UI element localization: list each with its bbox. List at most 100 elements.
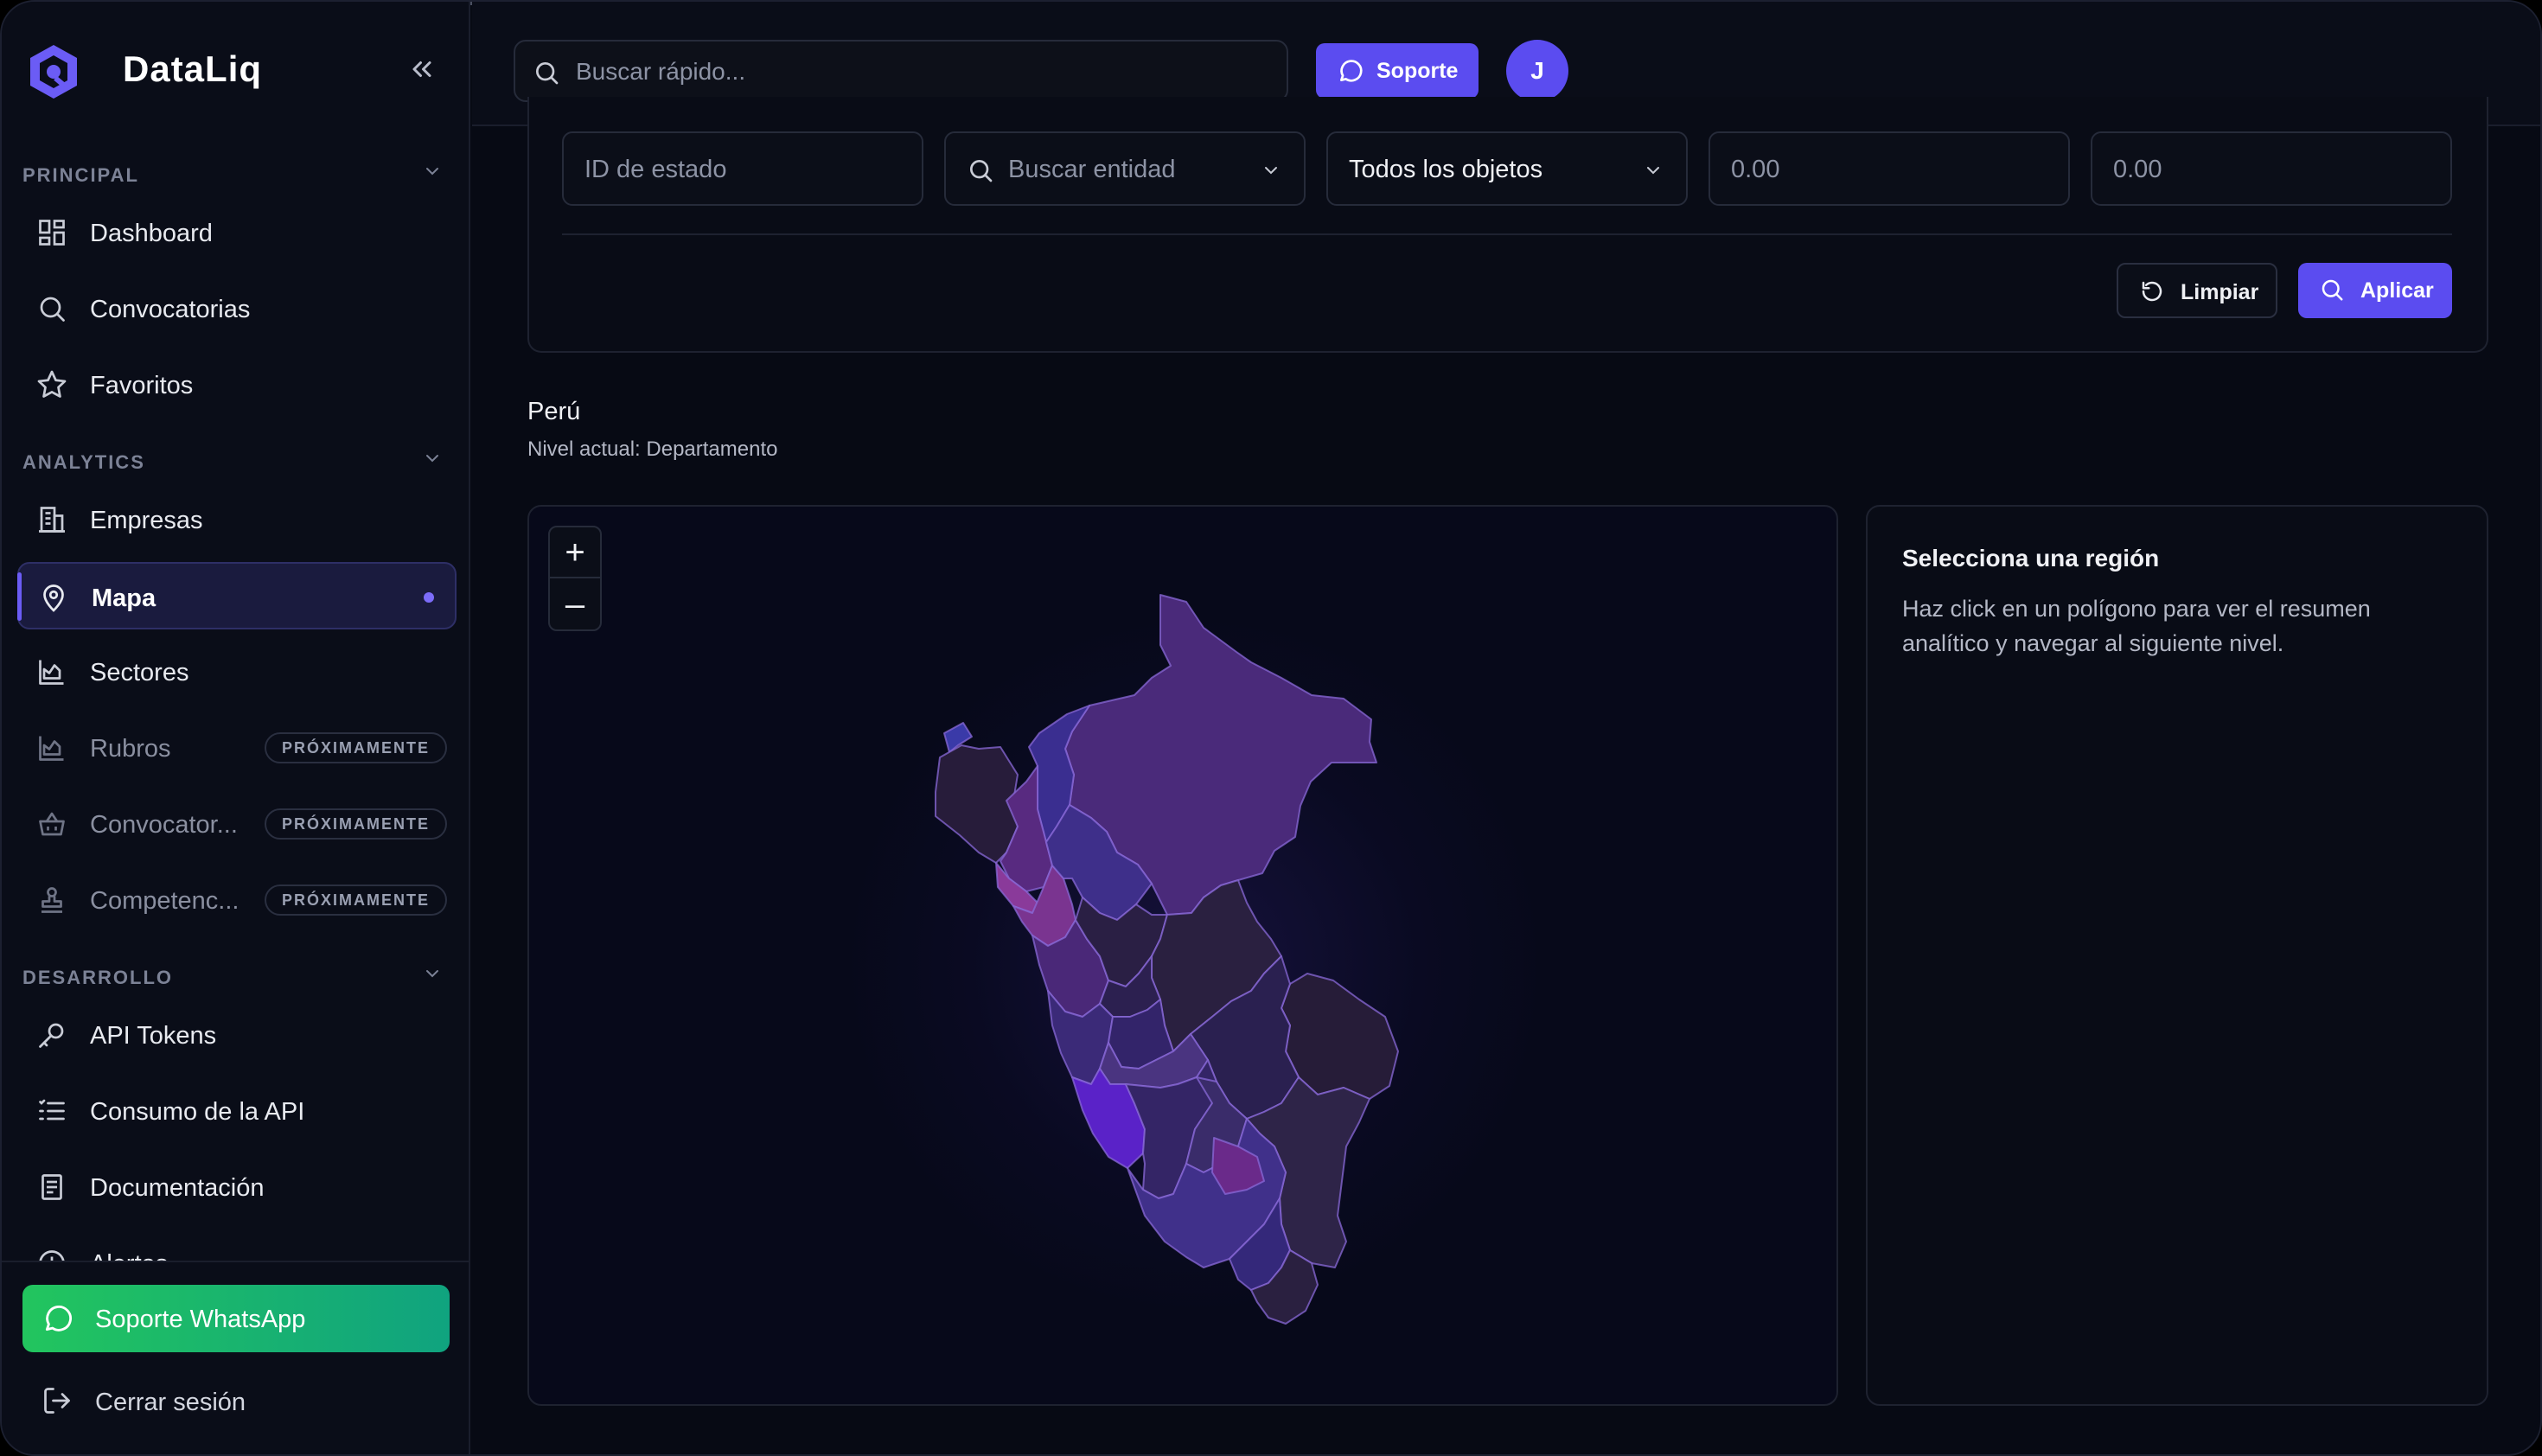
zoom-out-button[interactable]: – (565, 585, 585, 623)
state-id-field[interactable]: ID de estado (562, 131, 923, 206)
search-icon (40, 297, 65, 322)
sidebar-item-consumo-api[interactable]: Consumo de la API (17, 1077, 457, 1145)
sidebar-item-empresas[interactable]: Empresas (17, 486, 457, 553)
whatsapp-support-button[interactable]: Soporte WhatsApp (22, 1285, 450, 1352)
entity-search-select[interactable]: Buscar entidad (944, 131, 1306, 206)
coming-soon-badge: PRÓXIMAMENTE (265, 732, 448, 763)
basket-icon (39, 812, 65, 836)
sidebar-item-convocatorias[interactable]: Convocatorias (17, 275, 457, 342)
section-label: DESARROLLO (22, 967, 173, 988)
search-icon (536, 62, 559, 85)
sidebar-item-label: Competenc... (90, 887, 240, 915)
sidebar-item-documentacion[interactable]: Documentación (17, 1153, 457, 1221)
chat-bubble-icon (1340, 60, 1363, 82)
chevron-down-icon (1647, 167, 1659, 175)
region-info-title: Selecciona una región (1902, 545, 2160, 572)
sidebar-item-label: Consumo de la API (90, 1098, 305, 1126)
sidebar-item-rubros[interactable]: Rubros PRÓXIMAMENTE (17, 714, 457, 782)
sidebar-item-sectores[interactable]: Sectores (17, 638, 457, 706)
active-indicator-dot (424, 592, 434, 603)
brand[interactable]: DataLiq (28, 42, 261, 102)
sidebar-item-label: Documentación (90, 1174, 265, 1202)
list-icon (39, 1099, 65, 1121)
support-button-label: Soporte (1376, 59, 1459, 83)
chart-icon (39, 736, 64, 761)
objects-select-value: Todos los objetos (1349, 156, 1543, 183)
map-title: Perú (527, 398, 581, 425)
region-info-panel: Selecciona una región Haz click en un po… (1866, 505, 2488, 1406)
sidebar-item-convocatorias-analytics[interactable]: Convocator... PRÓXIMAMENTE (17, 790, 457, 858)
document-icon (42, 1174, 62, 1200)
sidebar-item-label: Empresas (90, 507, 203, 534)
user-avatar[interactable]: J (1506, 40, 1568, 102)
chevron-down-icon (426, 455, 438, 463)
building-icon (39, 507, 65, 533)
logout-label: Cerrar sesión (95, 1389, 246, 1416)
apply-filters-label: Aplicar (2360, 278, 2434, 303)
sidebar-item-label: Rubros (90, 735, 171, 763)
collapse-sidebar-button[interactable] (406, 54, 438, 85)
section-label: PRINCIPAL (22, 164, 139, 186)
logo-icon (30, 45, 77, 99)
zoom-in-button[interactable]: + (550, 527, 600, 578)
region-tumbes[interactable] (943, 722, 973, 753)
sidebar-item-label: API Tokens (90, 1022, 217, 1050)
region-san-martin[interactable] (1045, 804, 1153, 921)
clear-filters-label: Limpiar (2181, 280, 2259, 304)
region-tacna[interactable] (1250, 1249, 1319, 1325)
sidebar-scroll-clip: Alertas (2, 1223, 469, 1261)
sidebar-item-competencia[interactable]: Competenc... PRÓXIMAMENTE (17, 866, 457, 934)
sidebar-item-label: Sectores (90, 659, 189, 686)
chevron-down-icon (426, 168, 438, 176)
sidebar-divider (2, 1261, 469, 1262)
min-amount-field[interactable]: 0.00 (1709, 131, 2070, 206)
quick-search[interactable] (514, 40, 1288, 102)
star-icon (37, 370, 67, 398)
region-piura[interactable] (935, 744, 1019, 864)
max-amount-field[interactable]: 0.00 (2091, 131, 2452, 206)
chevron-down-icon (1265, 167, 1277, 175)
sidebar-item-api-tokens[interactable]: API Tokens (17, 1001, 457, 1069)
chevrons-left-icon (412, 61, 431, 77)
section-desarrollo[interactable]: DESARROLLO (22, 960, 450, 994)
section-analytics[interactable]: ANALYTICS (22, 444, 450, 479)
max-amount-placeholder: 0.00 (2113, 156, 2162, 183)
sidebar-item-label: Alertas (90, 1250, 168, 1261)
logout-icon (44, 1388, 70, 1414)
reset-icon (2142, 281, 2162, 302)
sidebar-item-alertas[interactable]: Alertas (17, 1229, 457, 1261)
quick-search-input[interactable] (576, 52, 1268, 92)
min-amount-placeholder: 0.00 (1731, 156, 1780, 183)
region-la-libertad[interactable] (1012, 865, 1076, 947)
whatsapp-icon (45, 1306, 72, 1331)
clear-filters-button[interactable]: Limpiar (2117, 263, 2277, 318)
whatsapp-support-label: Soporte WhatsApp (95, 1306, 306, 1333)
state-id-placeholder: ID de estado (584, 156, 727, 183)
map-level-subtitle: Nivel actual: Departamento (527, 437, 778, 461)
logout-button[interactable]: Cerrar sesión (22, 1368, 450, 1435)
sidebar-item-mapa[interactable]: Mapa (17, 562, 457, 629)
apply-filters-button[interactable]: Aplicar (2298, 263, 2452, 318)
sidebar: DataLiq PRINCIPAL Dashboard Convocatoria… (2, 2, 470, 1454)
coming-soon-badge: PRÓXIMAMENTE (265, 808, 448, 840)
region-info-text: Haz click en un polígono para ver el res… (1902, 596, 2371, 656)
sidebar-item-label: Convocator... (90, 811, 238, 839)
sidebar-item-dashboard[interactable]: Dashboard (17, 199, 457, 266)
sidebar-item-label: Dashboard (90, 220, 213, 247)
chevron-down-icon (426, 970, 438, 978)
sidebar-item-label: Convocatorias (90, 296, 251, 323)
section-principal[interactable]: PRINCIPAL (22, 157, 450, 192)
map-pin-icon (43, 584, 64, 612)
region-highlight[interactable] (1211, 1137, 1265, 1195)
section-label: ANALYTICS (22, 451, 145, 473)
peru-choropleth-map[interactable] (529, 507, 1838, 1406)
search-icon (970, 160, 993, 182)
chart-icon (39, 660, 64, 685)
filters-divider (562, 233, 2452, 235)
map-panel: + – (527, 505, 1838, 1406)
sidebar-item-label: Mapa (92, 584, 156, 612)
sidebar-item-favoritos[interactable]: Favoritos (17, 351, 457, 418)
objects-select[interactable]: Todos los objetos (1326, 131, 1688, 206)
support-button[interactable]: Soporte (1316, 43, 1479, 99)
